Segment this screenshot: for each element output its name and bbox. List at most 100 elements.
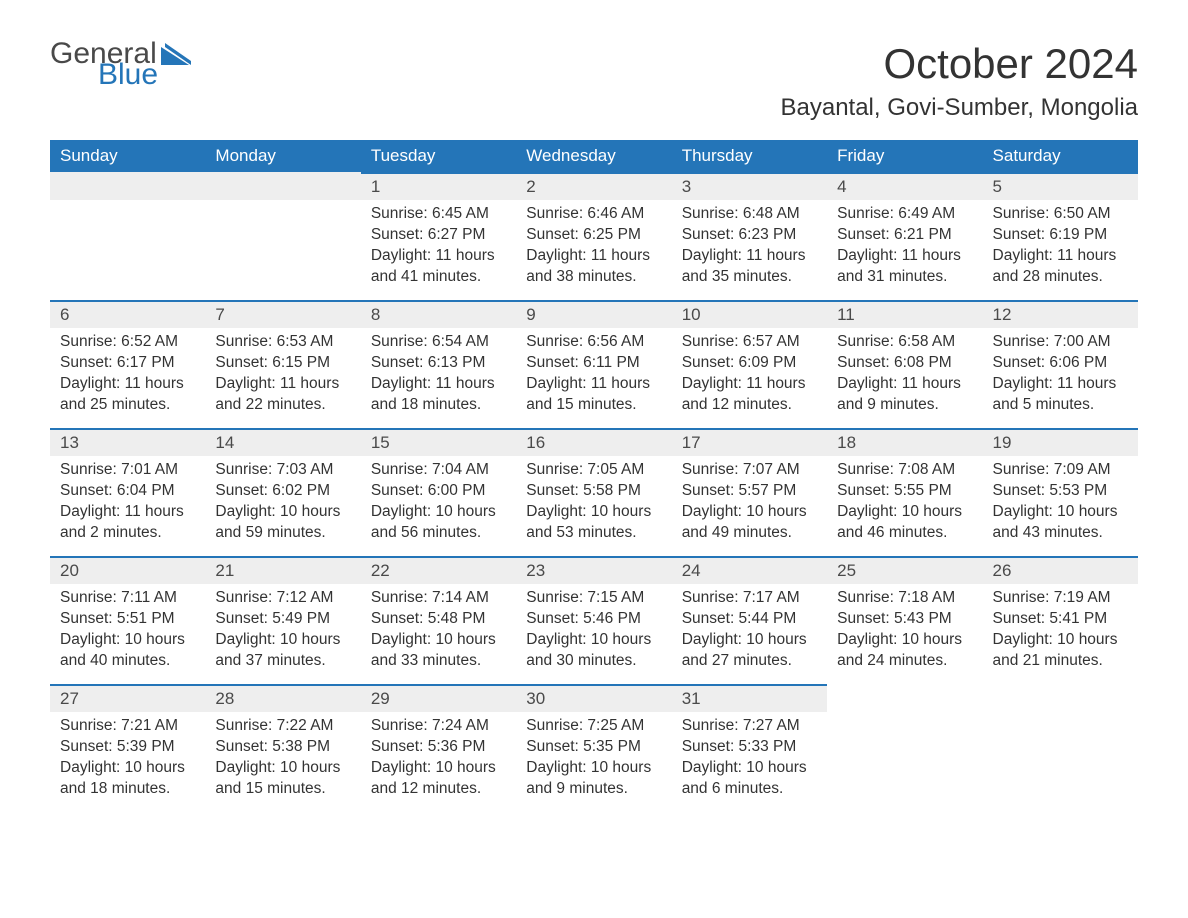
calendar-cell	[50, 172, 205, 300]
calendar-cell: 19Sunrise: 7:09 AMSunset: 5:53 PMDayligh…	[983, 428, 1138, 556]
day-number: 4	[827, 172, 982, 200]
daylight-line: Daylight: 11 hours and 18 minutes.	[371, 374, 506, 416]
daylight-line: Daylight: 10 hours and 15 minutes.	[215, 758, 350, 800]
calendar-cell: 18Sunrise: 7:08 AMSunset: 5:55 PMDayligh…	[827, 428, 982, 556]
day-details: Sunrise: 7:01 AMSunset: 6:04 PMDaylight:…	[50, 456, 205, 552]
day-details: Sunrise: 7:17 AMSunset: 5:44 PMDaylight:…	[672, 584, 827, 680]
calendar-row: 20Sunrise: 7:11 AMSunset: 5:51 PMDayligh…	[50, 556, 1138, 684]
day-details: Sunrise: 6:45 AMSunset: 6:27 PMDaylight:…	[361, 200, 516, 296]
sunset-line: Sunset: 5:55 PM	[837, 481, 972, 502]
calendar-cell: 23Sunrise: 7:15 AMSunset: 5:46 PMDayligh…	[516, 556, 671, 684]
day-details: Sunrise: 7:15 AMSunset: 5:46 PMDaylight:…	[516, 584, 671, 680]
daylight-line: Daylight: 10 hours and 12 minutes.	[371, 758, 506, 800]
sunrise-line: Sunrise: 7:09 AM	[993, 460, 1128, 481]
day-details: Sunrise: 7:14 AMSunset: 5:48 PMDaylight:…	[361, 584, 516, 680]
day-number: 13	[50, 428, 205, 456]
day-number: 21	[205, 556, 360, 584]
calendar-cell	[205, 172, 360, 300]
weekday-header: Monday	[205, 140, 360, 172]
sunset-line: Sunset: 5:51 PM	[60, 609, 195, 630]
sunset-line: Sunset: 6:17 PM	[60, 353, 195, 374]
daylight-line: Daylight: 10 hours and 6 minutes.	[682, 758, 817, 800]
day-details: Sunrise: 6:53 AMSunset: 6:15 PMDaylight:…	[205, 328, 360, 424]
day-number: 8	[361, 300, 516, 328]
sunset-line: Sunset: 6:00 PM	[371, 481, 506, 502]
sunrise-line: Sunrise: 7:01 AM	[60, 460, 195, 481]
day-number: 7	[205, 300, 360, 328]
logo: General Blue	[50, 40, 193, 88]
sunrise-line: Sunrise: 6:54 AM	[371, 332, 506, 353]
sunset-line: Sunset: 5:48 PM	[371, 609, 506, 630]
day-number: 27	[50, 684, 205, 712]
day-details: Sunrise: 6:58 AMSunset: 6:08 PMDaylight:…	[827, 328, 982, 424]
calendar-cell: 24Sunrise: 7:17 AMSunset: 5:44 PMDayligh…	[672, 556, 827, 684]
calendar-table: SundayMondayTuesdayWednesdayThursdayFrid…	[50, 140, 1138, 812]
day-details: Sunrise: 7:11 AMSunset: 5:51 PMDaylight:…	[50, 584, 205, 680]
calendar-cell: 16Sunrise: 7:05 AMSunset: 5:58 PMDayligh…	[516, 428, 671, 556]
day-number: 5	[983, 172, 1138, 200]
day-details: Sunrise: 7:25 AMSunset: 5:35 PMDaylight:…	[516, 712, 671, 808]
calendar-cell: 13Sunrise: 7:01 AMSunset: 6:04 PMDayligh…	[50, 428, 205, 556]
calendar-cell: 17Sunrise: 7:07 AMSunset: 5:57 PMDayligh…	[672, 428, 827, 556]
day-number: 15	[361, 428, 516, 456]
day-number: 19	[983, 428, 1138, 456]
daylight-line: Daylight: 11 hours and 2 minutes.	[60, 502, 195, 544]
month-title: October 2024	[780, 40, 1138, 88]
calendar-cell: 11Sunrise: 6:58 AMSunset: 6:08 PMDayligh…	[827, 300, 982, 428]
sunrise-line: Sunrise: 7:08 AM	[837, 460, 972, 481]
day-number: 25	[827, 556, 982, 584]
daylight-line: Daylight: 10 hours and 40 minutes.	[60, 630, 195, 672]
calendar-cell: 4Sunrise: 6:49 AMSunset: 6:21 PMDaylight…	[827, 172, 982, 300]
sunrise-line: Sunrise: 6:52 AM	[60, 332, 195, 353]
day-details: Sunrise: 7:19 AMSunset: 5:41 PMDaylight:…	[983, 584, 1138, 680]
location-subtitle: Bayantal, Govi-Sumber, Mongolia	[780, 94, 1138, 122]
calendar-cell: 29Sunrise: 7:24 AMSunset: 5:36 PMDayligh…	[361, 684, 516, 812]
day-details: Sunrise: 6:48 AMSunset: 6:23 PMDaylight:…	[672, 200, 827, 296]
day-number: 17	[672, 428, 827, 456]
sunrise-line: Sunrise: 6:50 AM	[993, 204, 1128, 225]
calendar-cell: 5Sunrise: 6:50 AMSunset: 6:19 PMDaylight…	[983, 172, 1138, 300]
day-details: Sunrise: 7:18 AMSunset: 5:43 PMDaylight:…	[827, 584, 982, 680]
sunrise-line: Sunrise: 7:03 AM	[215, 460, 350, 481]
sunset-line: Sunset: 6:04 PM	[60, 481, 195, 502]
weekday-header: Tuesday	[361, 140, 516, 172]
day-details: Sunrise: 6:56 AMSunset: 6:11 PMDaylight:…	[516, 328, 671, 424]
weekday-header-row: SundayMondayTuesdayWednesdayThursdayFrid…	[50, 140, 1138, 172]
calendar-body: 1Sunrise: 6:45 AMSunset: 6:27 PMDaylight…	[50, 172, 1138, 812]
daylight-line: Daylight: 11 hours and 35 minutes.	[682, 246, 817, 288]
sunrise-line: Sunrise: 7:14 AM	[371, 588, 506, 609]
daylight-line: Daylight: 11 hours and 25 minutes.	[60, 374, 195, 416]
calendar-cell: 8Sunrise: 6:54 AMSunset: 6:13 PMDaylight…	[361, 300, 516, 428]
sunset-line: Sunset: 6:15 PM	[215, 353, 350, 374]
calendar-cell	[827, 684, 982, 812]
calendar-cell: 14Sunrise: 7:03 AMSunset: 6:02 PMDayligh…	[205, 428, 360, 556]
day-number: 22	[361, 556, 516, 584]
sunset-line: Sunset: 5:36 PM	[371, 737, 506, 758]
daylight-line: Daylight: 11 hours and 28 minutes.	[993, 246, 1128, 288]
sunset-line: Sunset: 6:08 PM	[837, 353, 972, 374]
calendar-cell: 22Sunrise: 7:14 AMSunset: 5:48 PMDayligh…	[361, 556, 516, 684]
calendar-cell: 2Sunrise: 6:46 AMSunset: 6:25 PMDaylight…	[516, 172, 671, 300]
sunrise-line: Sunrise: 7:24 AM	[371, 716, 506, 737]
daylight-line: Daylight: 10 hours and 9 minutes.	[526, 758, 661, 800]
day-details: Sunrise: 7:04 AMSunset: 6:00 PMDaylight:…	[361, 456, 516, 552]
daylight-line: Daylight: 11 hours and 12 minutes.	[682, 374, 817, 416]
day-details: Sunrise: 7:27 AMSunset: 5:33 PMDaylight:…	[672, 712, 827, 808]
daylight-line: Daylight: 10 hours and 27 minutes.	[682, 630, 817, 672]
day-number: 9	[516, 300, 671, 328]
sunset-line: Sunset: 5:58 PM	[526, 481, 661, 502]
sunrise-line: Sunrise: 7:11 AM	[60, 588, 195, 609]
sunrise-line: Sunrise: 7:15 AM	[526, 588, 661, 609]
sunset-line: Sunset: 5:44 PM	[682, 609, 817, 630]
day-details: Sunrise: 6:57 AMSunset: 6:09 PMDaylight:…	[672, 328, 827, 424]
sunrise-line: Sunrise: 7:21 AM	[60, 716, 195, 737]
day-details: Sunrise: 7:09 AMSunset: 5:53 PMDaylight:…	[983, 456, 1138, 552]
daylight-line: Daylight: 10 hours and 46 minutes.	[837, 502, 972, 544]
daylight-line: Daylight: 10 hours and 24 minutes.	[837, 630, 972, 672]
day-number: 3	[672, 172, 827, 200]
sunrise-line: Sunrise: 7:00 AM	[993, 332, 1128, 353]
day-number: 14	[205, 428, 360, 456]
weekday-header: Wednesday	[516, 140, 671, 172]
day-number: 26	[983, 556, 1138, 584]
sunrise-line: Sunrise: 6:56 AM	[526, 332, 661, 353]
